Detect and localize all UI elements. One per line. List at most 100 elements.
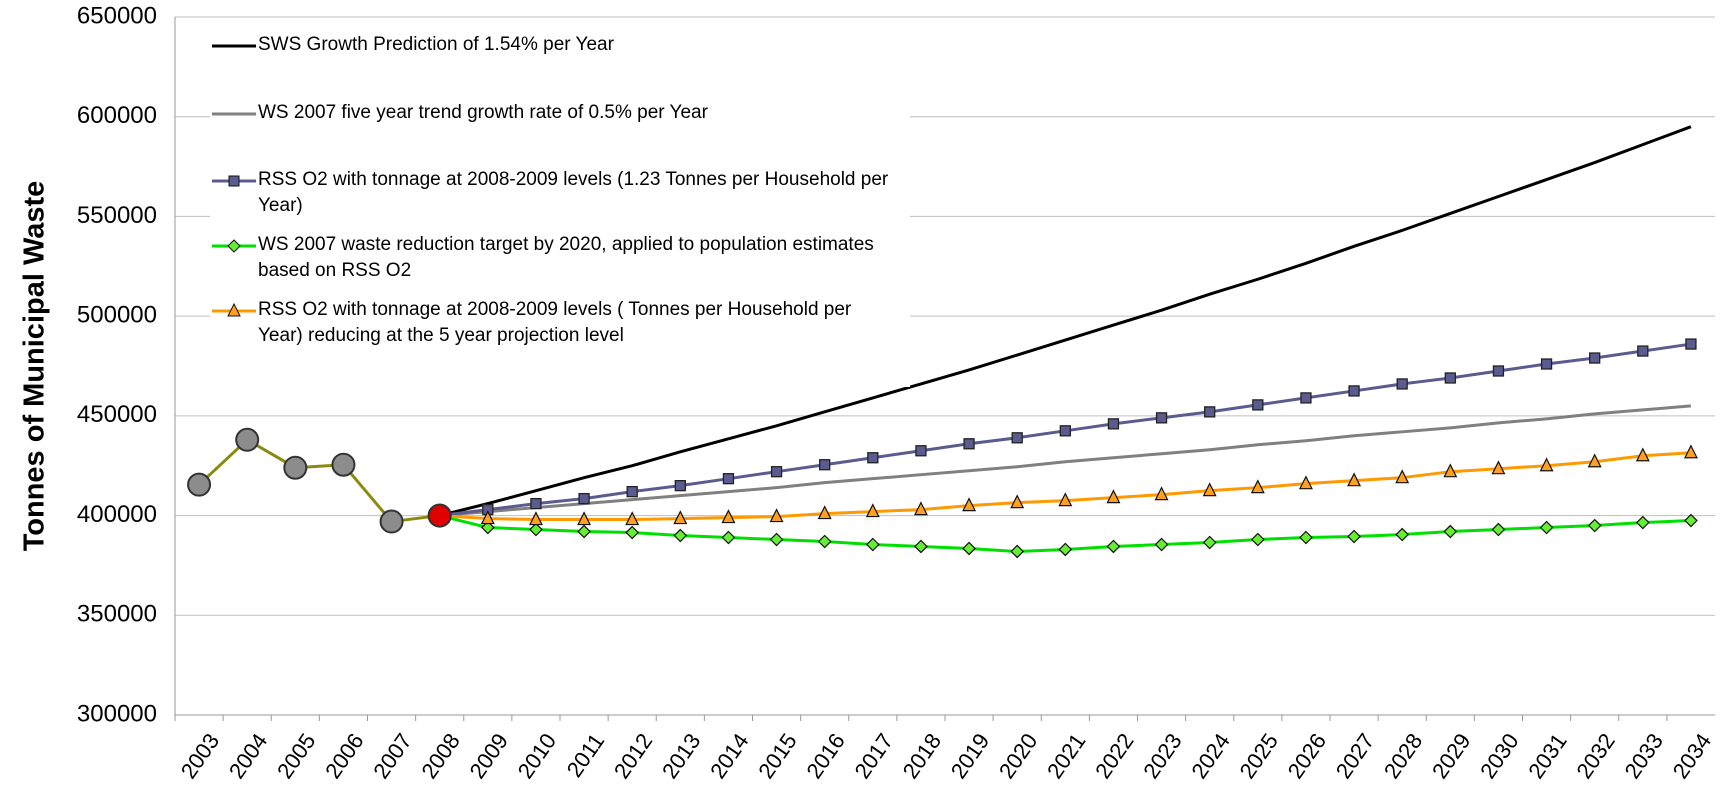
marker [1492, 365, 1505, 377]
x-tick-label: 2008 [416, 729, 465, 783]
marker [1202, 482, 1217, 497]
legend-swatch [212, 44, 256, 48]
x-tick-label: 2022 [1090, 729, 1139, 783]
marker [721, 509, 736, 524]
marker [480, 520, 495, 535]
marker [1348, 385, 1360, 397]
marker [1059, 425, 1071, 437]
x-tick-label: 2029 [1427, 729, 1476, 783]
marker [1010, 544, 1025, 559]
x-tick-label: 2016 [801, 729, 850, 783]
marker [1299, 530, 1313, 545]
x-tick-label: 2006 [320, 729, 369, 783]
marker [1347, 472, 1362, 487]
marker [770, 466, 783, 478]
marker [379, 509, 404, 534]
x-tick-label: 2027 [1331, 729, 1380, 783]
marker [865, 503, 880, 518]
marker [1107, 418, 1120, 430]
marker [1587, 453, 1602, 468]
y-tick-label: 600000 [77, 102, 157, 129]
legend-entry: WS 2007 waste reduction target by 2020, … [210, 232, 898, 284]
marker [962, 541, 976, 556]
legend-entry: RSS O2 with tonnage at 2008-2009 levels … [210, 167, 898, 219]
marker [529, 522, 543, 537]
marker [1154, 486, 1169, 501]
marker [963, 438, 975, 450]
marker [1252, 399, 1264, 411]
x-tick-label: 2032 [1571, 729, 1620, 783]
marker [1010, 494, 1025, 509]
marker [1202, 535, 1217, 550]
x-tick-label: 2007 [368, 729, 417, 783]
legend-marker [228, 175, 240, 187]
marker [1250, 532, 1265, 547]
legend-entry: SWS Growth Prediction of 1.54% per Year [210, 32, 898, 58]
x-tick-label: 2034 [1668, 729, 1717, 783]
x-tick-label: 2026 [1283, 729, 1332, 783]
marker [427, 503, 452, 528]
marker [235, 427, 260, 452]
marker [769, 508, 784, 523]
x-tick-label: 2018 [898, 729, 947, 783]
marker [1298, 475, 1313, 490]
marker [817, 505, 832, 520]
x-tick-label: 2020 [994, 729, 1043, 783]
legend-swatch [212, 239, 256, 253]
marker [867, 452, 879, 464]
marker [819, 459, 831, 471]
marker [1058, 542, 1073, 557]
marker [721, 530, 736, 545]
marker [1684, 513, 1698, 528]
x-tick-label: 2028 [1379, 729, 1428, 783]
legend-entry: WS 2007 five year trend growth rate of 0… [210, 100, 898, 126]
marker [1154, 537, 1169, 552]
marker [1491, 522, 1506, 537]
legend-entry: RSS O2 with tonnage at 2008-2009 levels … [210, 297, 898, 349]
marker [1539, 520, 1554, 535]
marker [1106, 539, 1121, 554]
x-tick-label: 2011 [562, 729, 610, 782]
marker [1685, 338, 1697, 350]
legend-label: RSS O2 with tonnage at 2008-2009 levels … [258, 169, 889, 216]
x-tick-label: 2024 [1186, 729, 1235, 783]
marker [1011, 432, 1023, 444]
x-tick-label: 2014 [705, 729, 754, 783]
x-tick-label: 2031 [1523, 729, 1572, 783]
x-tick-label: 2012 [609, 729, 658, 783]
marker [331, 452, 356, 477]
marker [528, 511, 543, 526]
marker [1058, 492, 1073, 507]
marker [1443, 463, 1458, 478]
marker [1491, 460, 1506, 475]
x-tick-label: 2025 [1234, 729, 1283, 783]
marker [914, 539, 928, 554]
y-tick-label: 550000 [77, 202, 157, 229]
marker [1106, 489, 1121, 504]
marker [674, 480, 686, 492]
legend-swatch [212, 112, 256, 116]
marker [1300, 392, 1312, 404]
marker [915, 445, 927, 457]
marker [1204, 406, 1216, 418]
marker [1683, 444, 1698, 459]
marker [480, 510, 495, 525]
y-tick-label: 300000 [77, 700, 157, 727]
marker [1637, 345, 1649, 357]
legend-label: WS 2007 waste reduction target by 2020, … [258, 234, 874, 281]
marker [625, 525, 640, 540]
x-tick-label: 2005 [272, 729, 321, 783]
x-tick-label: 2013 [657, 729, 706, 783]
y-axis-title: Tonnes of Municipal Waste [19, 181, 51, 552]
y-tick-label: 650000 [77, 2, 157, 29]
marker [1635, 447, 1650, 462]
marker [769, 532, 784, 547]
marker [673, 510, 688, 525]
marker [1443, 524, 1458, 539]
marker [1444, 372, 1456, 384]
y-tick-label: 400000 [77, 501, 157, 528]
x-tick-label: 2019 [946, 729, 995, 783]
legend-label: RSS O2 with tonnage at 2008-2009 levels … [258, 299, 852, 346]
